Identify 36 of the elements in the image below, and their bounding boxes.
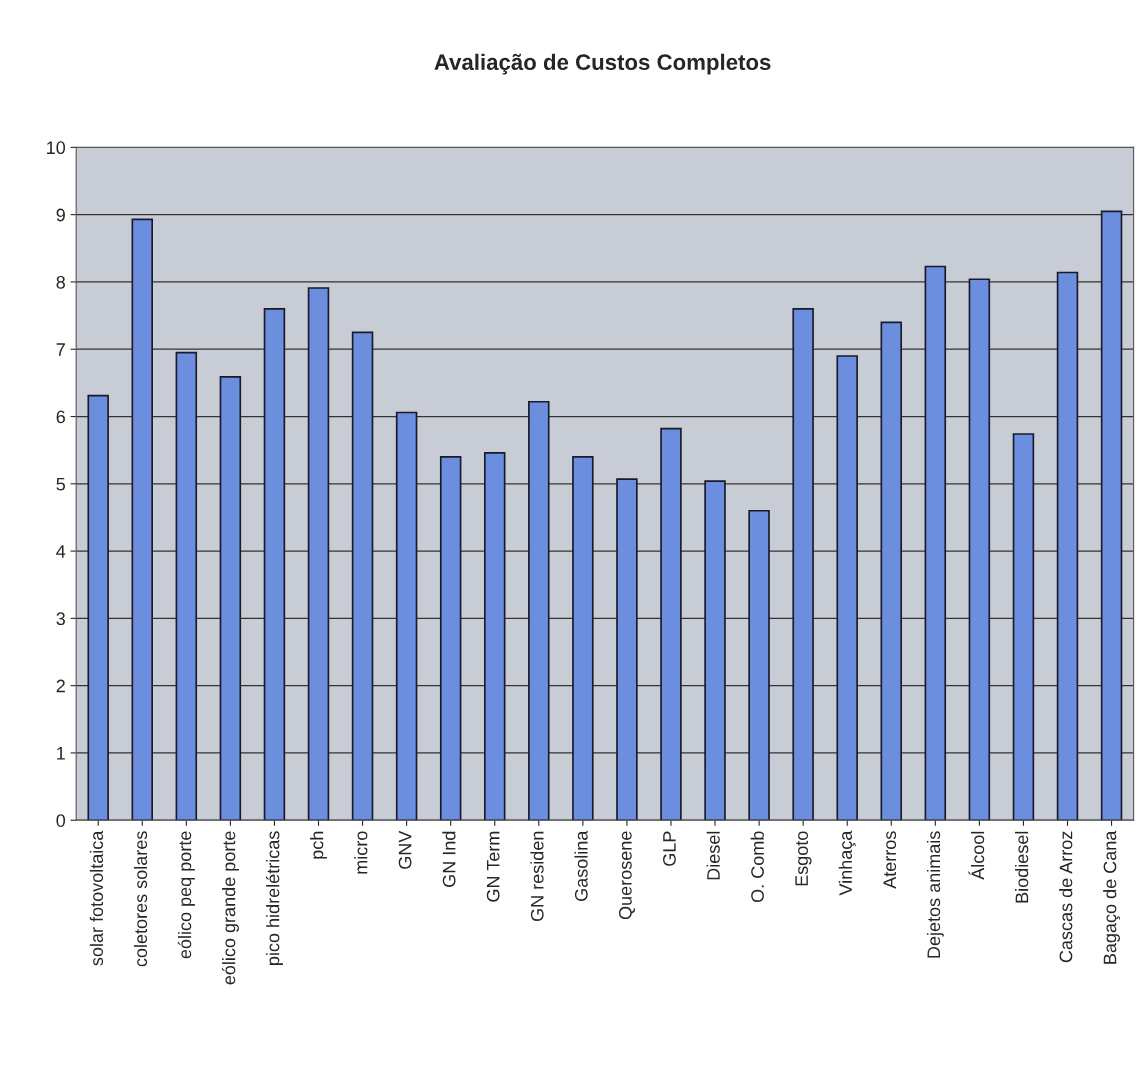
y-tick-label: 3 [56,612,65,626]
x-tick-label: Dejetos animais [926,831,944,958]
x-tick-label: Esgoto [795,831,812,886]
y-tick-label: 9 [56,208,65,222]
x-tick-label: solar fotovoltaica [89,830,104,966]
x-tick-label: pch [310,831,327,859]
x-tick-label: GN residen [530,831,544,922]
x-tick-label: eólico peq porte [177,831,195,959]
x-tick-label: Aterros [883,831,897,889]
x-tick-label: Cascas de Arroz [1059,831,1073,963]
y-tick-label: 8 [56,275,65,289]
y-tick-label: 1 [57,747,65,760]
x-tick-label: O. Comb [750,831,764,903]
x-tick-label: GNV [398,830,412,869]
x-tick-label: GN Term [486,831,500,902]
x-tick-label: GN Ind [442,831,456,887]
y-tick-label: 10 [47,141,66,155]
y-tick-label: 7 [56,343,65,356]
y-tick-label: 4 [56,545,66,558]
x-tick-label: Querosene [618,831,635,920]
x-tick-label: Álcool [968,831,985,880]
y-tick-label: 2 [56,679,65,693]
x-tick-label: GLP [663,831,676,866]
x-tick-label: coletores solares [133,831,148,967]
y-tick-label: 6 [56,410,65,424]
x-tick-label: eólico grande porte [221,831,239,985]
x-tick-label: Bagaço de Cana [1103,830,1121,964]
y-tick-label: 0 [56,814,66,827]
x-tick-label: Gasolina [574,830,588,901]
x-tick-label: micro [354,831,368,874]
y-tick-label: 5 [56,477,66,491]
x-tick-label: Biodiesel [1015,831,1029,903]
chart-title: Avaliação de Custos Completos [434,53,771,75]
x-tick-label: Vinhaça [838,830,856,896]
x-tick-label: Diesel [706,831,720,880]
x-tick-label: pico hidrelétricas [265,831,283,965]
